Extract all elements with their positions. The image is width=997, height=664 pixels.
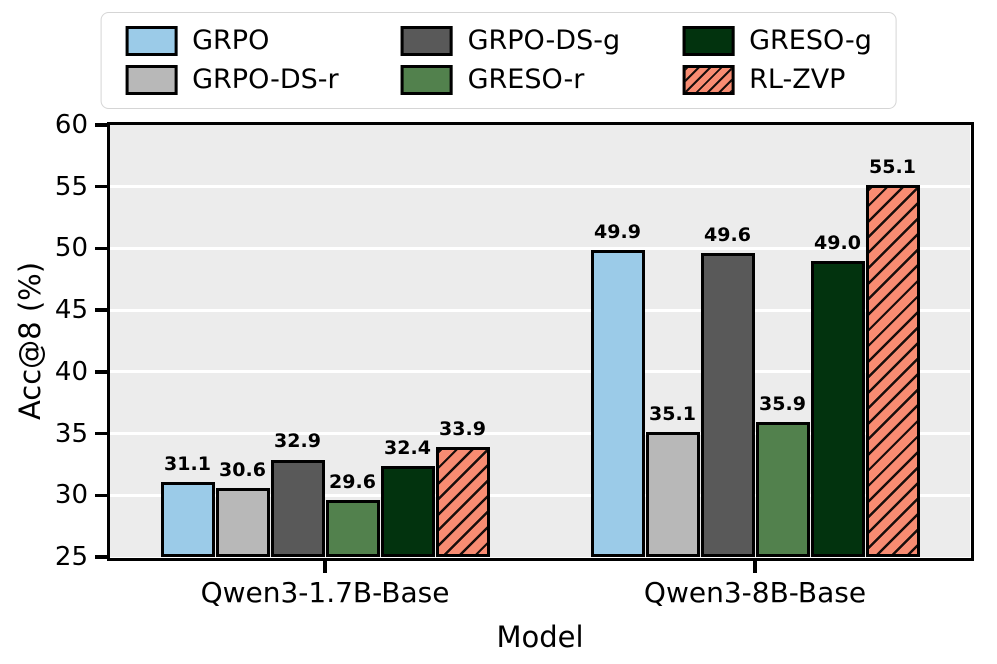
y-tick-50 (94, 246, 107, 251)
legend-swatch-grpo-ds-g (400, 26, 453, 56)
legend-item-greso-r: GRESO-r (400, 64, 621, 96)
x-tick-1 (753, 560, 757, 573)
bar-rl-zvp-1 (865, 185, 920, 557)
gridline-y-35 (110, 432, 970, 436)
bar-greso-r-1 (755, 422, 810, 557)
y-tick-55 (94, 184, 107, 189)
legend-label-greso-r: GRESO-r (467, 64, 585, 96)
bar-value-label-grpo-ds-r-1: 35.1 (649, 403, 696, 426)
legend-swatch-rl-zvp (682, 65, 735, 95)
y-tick-label-30: 30 (54, 480, 88, 511)
gridline-y-40 (110, 370, 970, 374)
gridline-y-50 (110, 246, 970, 250)
y-tick-30 (94, 493, 107, 498)
bar-greso-g-1 (810, 260, 865, 557)
y-axis-title: Acc@8 (%) (13, 261, 47, 421)
bar-value-label-greso-r-0: 29.6 (329, 471, 376, 494)
x-tick-0 (323, 560, 327, 573)
bar-value-label-greso-g-1: 49.0 (814, 231, 861, 254)
legend-item-rl-zvp: RL-ZVP (682, 65, 872, 95)
bar-grpo-ds-r-0 (215, 487, 270, 557)
gridline-y-45 (110, 308, 970, 312)
legend-label-rl-zvp: RL-ZVP (749, 64, 846, 96)
bar-greso-g-0 (380, 465, 435, 557)
legend-swatch-grpo (125, 26, 178, 56)
bar-grpo-1 (590, 249, 645, 557)
bar-value-label-grpo-0: 31.1 (164, 452, 211, 475)
gridline-y-55 (110, 185, 970, 189)
bar-rl-zvp-0 (435, 447, 490, 557)
legend-item-grpo-ds-r: GRPO-DS-r (125, 64, 339, 96)
y-tick-label-25: 25 (54, 542, 88, 572)
legend-swatch-greso-r (400, 65, 453, 95)
legend-item-grpo-ds-g: GRPO-DS-g (400, 25, 621, 57)
y-tick-60 (94, 123, 107, 127)
legend-label-greso-g: GRESO-g (749, 25, 872, 57)
y-tick-25 (94, 555, 107, 559)
bar-grpo-ds-g-1 (700, 253, 755, 557)
bar-value-label-grpo-ds-g-1: 49.6 (704, 224, 751, 247)
legend-label-grpo-ds-r: GRPO-DS-r (192, 64, 339, 96)
chart-legend: GRPO GRPO-DS-r GRPO-DS-g GRESO-r GRESO-g RL-Z… (100, 12, 897, 109)
y-tick-label-60: 60 (54, 110, 88, 140)
y-tick-label-35: 35 (54, 418, 88, 449)
y-tick-label-50: 50 (54, 233, 88, 264)
bar-grpo-0 (160, 481, 215, 557)
plot-area: 31.1 30.6 32.9 29.6 32.4 33.9 49.9 35.1 49.6 35.9… (106, 121, 974, 561)
legend-item-grpo: GRPO (125, 26, 338, 56)
y-tick-45 (94, 308, 107, 312)
legend-swatch-grpo-ds-r (125, 65, 178, 95)
bar-grpo-ds-r-1 (645, 432, 700, 557)
bar-greso-r-0 (325, 500, 380, 557)
bar-value-label-rl-zvp-1: 55.1 (869, 156, 916, 179)
x-tick-label-1: Qwen3-8B-Base (643, 576, 867, 609)
y-tick-label-45: 45 (54, 295, 88, 326)
bar-value-label-grpo-1: 49.9 (594, 220, 641, 243)
legend-label-grpo-ds-g: GRPO-DS-g (467, 25, 621, 57)
x-axis-title: Model (496, 620, 584, 654)
gridline-y-30 (110, 493, 970, 497)
y-tick-label-55: 55 (54, 171, 88, 202)
bar-value-label-grpo-ds-g-0: 32.9 (274, 430, 321, 453)
bar-value-label-grpo-ds-r-0: 30.6 (219, 458, 266, 481)
bar-value-label-rl-zvp-0: 33.9 (439, 418, 486, 441)
bar-value-label-greso-r-1: 35.9 (759, 393, 806, 416)
x-tick-label-0: Qwen3-1.7B-Base (200, 576, 450, 609)
y-tick-35 (94, 431, 107, 436)
legend-label-grpo: GRPO (192, 25, 270, 57)
bar-grpo-ds-g-0 (270, 459, 325, 557)
y-tick-label-40: 40 (54, 356, 88, 387)
legend-swatch-greso-g (682, 26, 735, 56)
y-tick-40 (94, 370, 107, 374)
legend-item-greso-g: GRESO-g (682, 26, 872, 56)
bar-value-label-greso-g-0: 32.4 (384, 436, 431, 459)
